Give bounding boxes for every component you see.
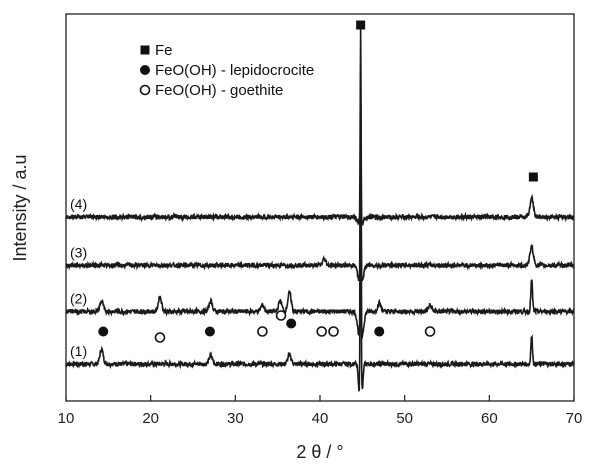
x-tick-label: 60 — [481, 410, 498, 427]
legend-label: Fe — [155, 42, 173, 59]
series-layer: (1) (2) (3) (4) — [65, 28, 575, 392]
x-tick-label: 20 — [142, 410, 159, 427]
series-label-1: (1) — [70, 343, 87, 359]
x-tick-label: 70 — [566, 410, 583, 427]
lepidocrocite-peak-marker — [374, 326, 385, 337]
x-ticks: 10 20 30 40 50 60 70 — [58, 395, 583, 427]
series-line-4 — [65, 28, 575, 226]
series-line-3 — [65, 82, 575, 282]
goethite-peak-marker — [316, 326, 327, 337]
goethite-peak-marker — [257, 326, 268, 337]
series-line-1 — [65, 88, 575, 392]
legend-label: FeO(OH) - goethite — [155, 82, 283, 99]
series-label-3: (3) — [70, 244, 87, 260]
series-line-2 — [65, 106, 575, 340]
goethite-peak-marker — [328, 326, 339, 337]
legend-marker-fe — [140, 45, 150, 55]
fe-peak-marker — [356, 20, 366, 30]
lepidocrocite-peak-marker — [204, 326, 215, 337]
legend-marker-lepidocrocite — [140, 65, 150, 75]
series-label-2: (2) — [70, 291, 87, 307]
goethite-peak-marker — [275, 310, 287, 321]
goethite-peak-marker — [424, 326, 436, 337]
x-tick-label: 40 — [312, 410, 329, 427]
series-label-4: (4) — [70, 196, 87, 212]
annotation-layer — [98, 20, 538, 343]
fe-peak-marker — [528, 172, 538, 182]
legend: Fe FeO(OH) - lepidocrocite FeO(OH) - goeth… — [139, 42, 314, 99]
x-tick-label: 50 — [396, 410, 413, 427]
x-tick-label: 10 — [58, 410, 75, 427]
lepidocrocite-peak-marker — [98, 326, 109, 337]
x-tick-label: 30 — [227, 410, 244, 427]
x-axis-label: 2 θ / ° — [296, 442, 343, 462]
lepidocrocite-peak-marker — [286, 318, 297, 329]
legend-marker-goethite — [139, 84, 151, 96]
goethite-peak-marker — [154, 332, 166, 343]
legend-label: FeO(OH) - lepidocrocite — [155, 62, 314, 79]
y-axis-label: Intensity / a.u — [10, 154, 30, 261]
